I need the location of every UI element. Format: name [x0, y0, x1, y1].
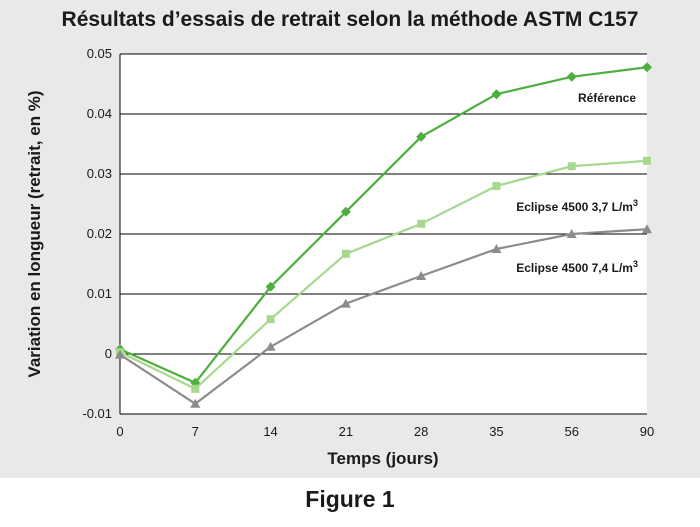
x-tick-label: 14: [263, 424, 277, 439]
series-line: [119, 66, 648, 384]
series-label-text: Référence: [578, 91, 636, 105]
x-tick-label: 0: [116, 424, 123, 439]
series-label-superscript: 3: [633, 259, 638, 269]
series-label-superscript: 3: [633, 198, 638, 208]
series-label-text: Eclipse 4500 3,7 L/m: [516, 200, 633, 214]
data-point-square: [341, 249, 350, 258]
data-point-square: [567, 162, 576, 171]
data-point-square: [191, 384, 200, 393]
series-label: Eclipse 4500 3,7 L/m3: [516, 198, 638, 214]
y-tick-labels: -0.01 0 0.01 0.02 0.03 0.04 0.05: [82, 46, 112, 421]
data-point-square: [417, 219, 426, 228]
y-tick-label: 0.02: [87, 226, 112, 241]
data-point-triangle: [416, 271, 427, 280]
x-tick-label: 7: [192, 424, 199, 439]
data-point-triangle: [491, 244, 502, 253]
series-label: Référence: [578, 91, 636, 105]
series-label-text: Eclipse 4500 7,4 L/m: [516, 261, 633, 275]
data-point-square: [492, 182, 501, 190]
data-point-triangle: [265, 341, 276, 351]
data-point-diamond: [416, 131, 427, 142]
data-point-square: [643, 156, 651, 165]
series-label: Eclipse 4500 7,4 L/m3: [516, 259, 638, 275]
x-tick-label: 56: [564, 424, 578, 439]
data-point-triangle: [642, 224, 652, 234]
data-point-diamond: [265, 281, 276, 292]
y-axis-title: Variation en longueur (retrait, en %): [25, 90, 44, 377]
line-chart: -0.01 0 0.01 0.02 0.03 0.04 0.05 0 7 14 21 28 35 56 9…: [25, 46, 654, 468]
y-tick-label: 0.04: [87, 106, 112, 121]
y-tick-label: 0.01: [87, 286, 112, 301]
series-line: [119, 159, 648, 390]
data-point-diamond: [340, 206, 351, 217]
x-axis-title: Temps (jours): [327, 449, 438, 468]
data-point-square: [266, 315, 275, 324]
x-tick-label: 35: [489, 424, 503, 439]
y-tick-label: 0.03: [87, 166, 112, 181]
data-point-diamond: [566, 71, 577, 82]
y-tick-label: 0: [105, 346, 112, 361]
series-line: [119, 228, 648, 405]
data-point-diamond: [642, 62, 652, 73]
figure-caption: Figure 1: [305, 486, 395, 512]
data-point-triangle: [566, 229, 577, 238]
y-tick-label: 0.05: [87, 46, 112, 61]
data-point-diamond: [491, 89, 502, 100]
x-tick-labels: 0 7 14 21 28 35 56 90: [116, 424, 654, 439]
data-point-triangle: [340, 298, 351, 308]
x-tick-label: 21: [339, 424, 353, 439]
y-tick-label: -0.01: [82, 406, 112, 421]
series-3: [115, 224, 652, 408]
chart-title: Résultats d’essais de retrait selon la m…: [61, 8, 639, 31]
data-point-triangle: [115, 349, 125, 359]
series-1: [115, 62, 652, 388]
x-tick-label: 90: [640, 424, 654, 439]
data-point-triangle: [190, 398, 201, 408]
x-tick-label: 28: [414, 424, 428, 439]
series-layer: [115, 62, 652, 408]
